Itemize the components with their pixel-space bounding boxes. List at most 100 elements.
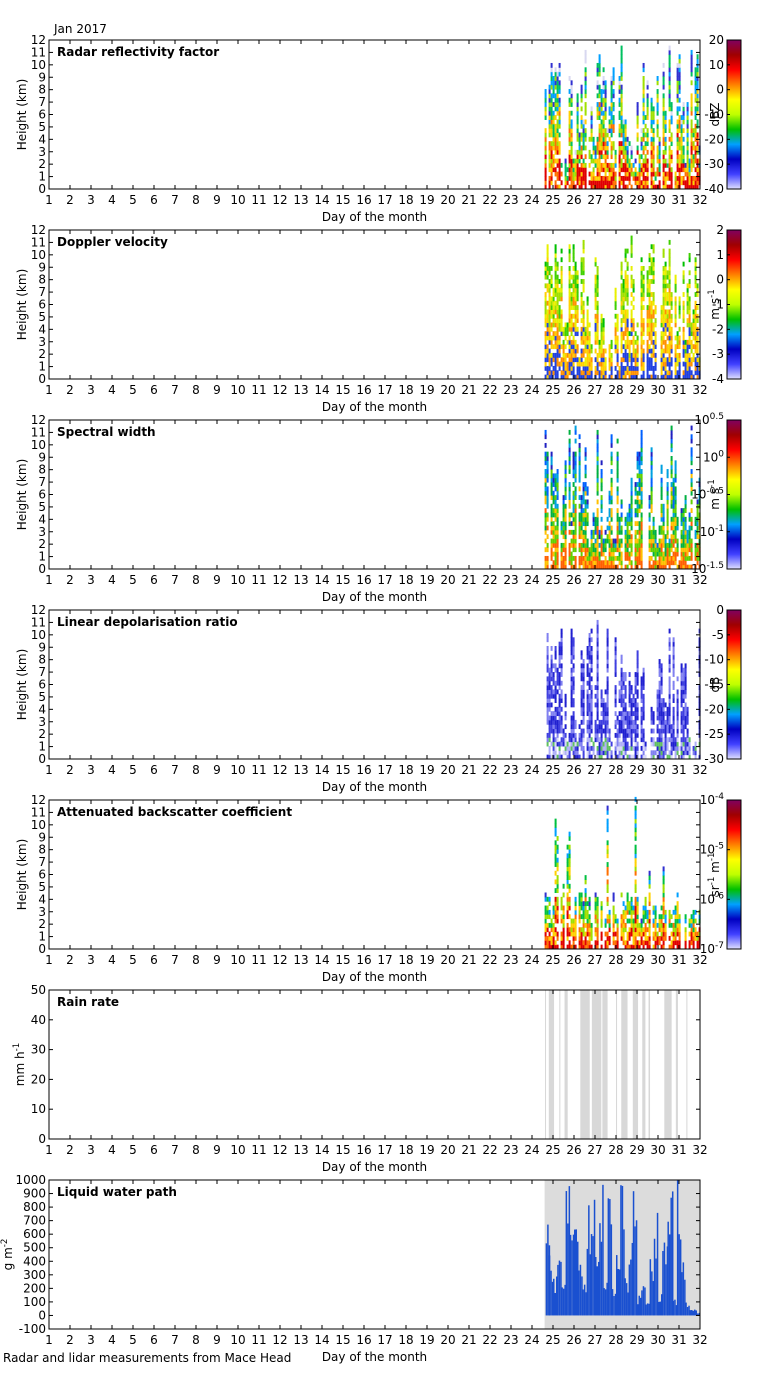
heatmap-cell bbox=[643, 98, 645, 103]
heatmap-cell bbox=[561, 642, 563, 647]
heatmap-cell bbox=[673, 521, 675, 526]
heatmap-cell bbox=[641, 724, 643, 729]
heatmap-cell bbox=[681, 513, 683, 518]
heatmap-cell bbox=[677, 154, 679, 159]
heatmap-cell bbox=[545, 460, 547, 465]
heatmap-cell bbox=[643, 133, 645, 138]
heatmap-cell bbox=[691, 133, 693, 138]
heatmap-cell bbox=[683, 716, 685, 721]
heatmap-cell bbox=[687, 154, 689, 159]
heatmap-cell bbox=[641, 716, 643, 721]
colorbar-tick-label: 1 bbox=[716, 248, 724, 262]
heatmap-cell bbox=[545, 336, 547, 341]
heatmap-cell bbox=[689, 257, 691, 262]
heatmap-cell bbox=[631, 560, 633, 565]
heatmap-cell bbox=[667, 159, 669, 164]
heatmap-cell bbox=[667, 716, 669, 721]
heatmap-cell bbox=[561, 314, 563, 319]
heatmap-cell bbox=[643, 742, 645, 747]
heatmap-cell bbox=[675, 318, 677, 323]
heatmap-cell bbox=[581, 720, 583, 725]
heatmap-cell bbox=[565, 750, 567, 755]
heatmap-cell bbox=[545, 517, 547, 522]
heatmap-cell bbox=[647, 349, 649, 354]
heatmap-cell bbox=[667, 746, 669, 751]
heatmap-cell bbox=[627, 539, 629, 544]
heatmap-cell bbox=[605, 167, 607, 172]
heatmap-cell bbox=[665, 547, 667, 552]
heatmap-cell bbox=[651, 543, 653, 548]
heatmap-cell bbox=[565, 556, 567, 561]
heatmap-cell bbox=[697, 67, 699, 72]
heatmap-cell bbox=[569, 266, 571, 271]
heatmap-cell bbox=[559, 314, 561, 319]
heatmap-cell bbox=[547, 707, 549, 712]
heatmap-cell bbox=[545, 323, 547, 328]
heatmap-cell bbox=[585, 327, 587, 332]
heatmap-cell bbox=[663, 150, 665, 155]
heatmap-cell bbox=[649, 331, 651, 336]
heatmap-cell bbox=[573, 296, 575, 301]
heatmap-cell bbox=[647, 176, 649, 181]
heatmap-cell bbox=[677, 552, 679, 557]
heatmap-cell bbox=[549, 340, 551, 345]
heatmap-cell bbox=[589, 357, 591, 362]
heatmap-cell bbox=[613, 76, 615, 81]
heatmap-cell bbox=[605, 707, 607, 712]
heatmap-cell bbox=[625, 154, 627, 159]
heatmap-cell bbox=[615, 305, 617, 310]
heatmap-cell bbox=[687, 124, 689, 129]
heatmap-cell bbox=[641, 473, 643, 478]
heatmap-cell bbox=[669, 539, 671, 544]
heatmap-cell bbox=[665, 750, 667, 755]
heatmap-cell bbox=[683, 668, 685, 673]
heatmap-cell bbox=[567, 323, 569, 328]
heatmap-cell bbox=[637, 711, 639, 716]
heatmap-cell bbox=[587, 650, 589, 655]
heatmap-cell bbox=[601, 733, 603, 738]
heatmap-cell bbox=[683, 119, 685, 124]
heatmap-cell bbox=[557, 513, 559, 518]
heatmap-cell bbox=[663, 124, 665, 129]
heatmap-cell bbox=[547, 327, 549, 332]
heatmap-cell bbox=[583, 517, 585, 522]
heatmap-cell bbox=[681, 539, 683, 544]
heatmap-cell bbox=[621, 318, 623, 323]
heatmap-cell bbox=[575, 292, 577, 297]
heatmap-cell bbox=[685, 534, 687, 539]
heatmap-cell bbox=[581, 504, 583, 509]
heatmap-cell bbox=[551, 513, 553, 518]
heatmap-cell bbox=[555, 150, 557, 155]
heatmap-cell bbox=[561, 279, 563, 284]
heatmap-cell bbox=[551, 275, 553, 280]
heatmap-cell bbox=[597, 526, 599, 531]
heatmap-cell bbox=[679, 106, 681, 111]
heatmap-cell bbox=[597, 370, 599, 375]
heatmap-cell bbox=[683, 102, 685, 107]
heatmap-cell bbox=[649, 305, 651, 310]
heatmap-cell bbox=[587, 737, 589, 742]
heatmap-cell bbox=[641, 340, 643, 345]
heatmap-cell bbox=[619, 552, 621, 557]
heatmap-cell bbox=[589, 650, 591, 655]
heatmap-cell bbox=[577, 93, 579, 98]
heatmap-cell bbox=[583, 685, 585, 690]
heatmap-cell bbox=[605, 733, 607, 738]
heatmap-cell bbox=[571, 283, 573, 288]
y-tick-label: 1 bbox=[38, 740, 46, 754]
heatmap-cell bbox=[589, 340, 591, 345]
heatmap-cell bbox=[625, 137, 627, 142]
heatmap-cell bbox=[563, 543, 565, 548]
heatmap-cell bbox=[663, 327, 665, 332]
heatmap-cell bbox=[621, 85, 623, 90]
heatmap-cell bbox=[579, 146, 581, 151]
heatmap-cell bbox=[641, 362, 643, 367]
heatmap-cell bbox=[687, 176, 689, 181]
heatmap-cell bbox=[635, 737, 637, 742]
heatmap-cell bbox=[549, 750, 551, 755]
heatmap-cell bbox=[551, 106, 553, 111]
heatmap-cell bbox=[683, 513, 685, 518]
heatmap-cell bbox=[573, 750, 575, 755]
heatmap-cell bbox=[619, 128, 621, 133]
heatmap-cell bbox=[613, 80, 615, 85]
